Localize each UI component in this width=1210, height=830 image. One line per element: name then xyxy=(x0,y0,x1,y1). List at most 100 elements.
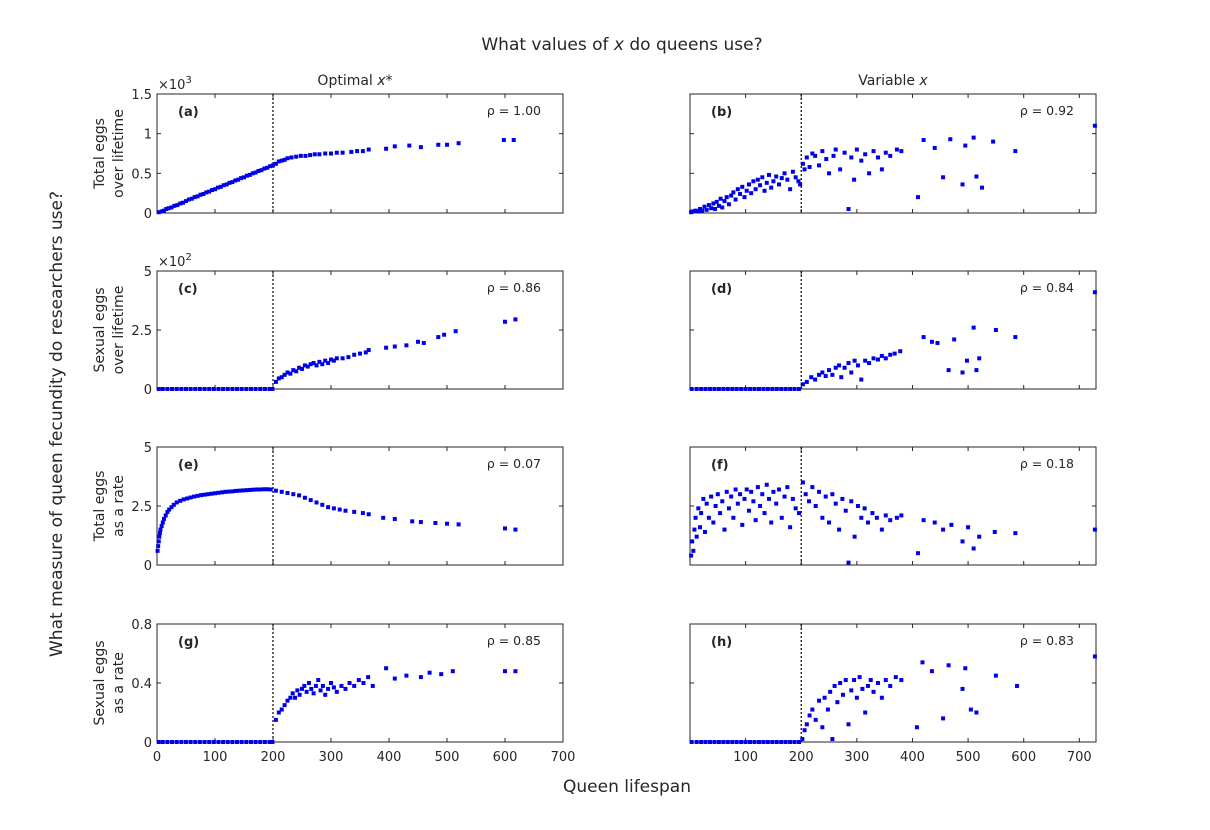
title-prefix: What values of xyxy=(481,35,614,55)
data-point xyxy=(698,525,703,530)
data-point xyxy=(404,673,409,678)
data-point xyxy=(513,669,518,674)
data-point xyxy=(711,520,716,525)
data-point xyxy=(304,689,309,694)
data-point xyxy=(833,365,838,370)
data-point xyxy=(932,145,937,150)
data-point xyxy=(817,698,822,703)
data-point xyxy=(157,531,162,536)
data-point xyxy=(898,349,903,354)
rho-label: ρ = 0.86 xyxy=(487,280,541,295)
data-point xyxy=(960,686,965,691)
data-point xyxy=(817,372,822,377)
data-point xyxy=(699,511,704,516)
data-point xyxy=(855,504,860,508)
data-point xyxy=(267,740,272,744)
data-point xyxy=(963,143,968,148)
panel-label: (c) xyxy=(178,282,198,297)
data-point xyxy=(305,364,310,369)
data-point xyxy=(302,363,307,368)
data-point xyxy=(804,155,809,160)
data-point xyxy=(960,539,965,544)
data-point xyxy=(817,163,822,168)
data-point xyxy=(883,513,888,518)
data-point xyxy=(948,137,953,142)
data-point xyxy=(511,138,516,143)
data-point xyxy=(846,560,851,565)
data-point xyxy=(722,527,727,532)
data-point xyxy=(865,683,870,688)
data-point xyxy=(946,663,951,668)
data-point xyxy=(830,492,835,497)
data-point xyxy=(751,499,756,504)
data-point xyxy=(774,501,779,506)
data-point xyxy=(753,187,758,192)
data-point xyxy=(724,489,729,494)
data-point xyxy=(854,695,859,700)
data-point xyxy=(169,205,174,210)
data-point xyxy=(300,686,304,691)
data-point xyxy=(276,376,281,381)
column-right-prefix: Variable xyxy=(858,73,919,89)
data-point xyxy=(198,192,203,197)
data-point xyxy=(439,672,444,677)
data-point xyxy=(874,515,879,520)
data-point xyxy=(971,546,976,551)
data-point xyxy=(711,201,716,206)
data-point xyxy=(210,187,215,192)
data-point xyxy=(731,515,736,520)
data-point xyxy=(941,527,946,532)
data-point xyxy=(867,361,872,366)
data-point xyxy=(213,491,217,496)
data-point xyxy=(888,518,893,523)
data-point xyxy=(201,191,206,196)
data-point xyxy=(326,505,331,510)
data-point xyxy=(883,150,888,155)
data-point xyxy=(797,511,802,516)
data-point xyxy=(796,179,801,184)
axes-frame xyxy=(156,446,564,566)
data-point xyxy=(870,511,875,516)
data-point xyxy=(216,740,221,744)
data-point xyxy=(704,207,709,212)
data-point xyxy=(748,387,753,391)
data-point xyxy=(842,365,847,370)
data-point xyxy=(285,370,290,375)
data-point xyxy=(159,209,164,214)
data-point xyxy=(339,683,344,688)
data-point xyxy=(407,143,412,148)
data-point xyxy=(219,490,224,495)
data-point xyxy=(501,138,506,143)
panel-f: (f) ρ = 0.18 xyxy=(689,446,1097,566)
data-point xyxy=(253,170,258,175)
data-point xyxy=(188,387,193,391)
data-point xyxy=(1092,654,1097,659)
data-point xyxy=(708,387,713,391)
data-point xyxy=(1015,683,1020,688)
data-point xyxy=(202,492,207,497)
data-point xyxy=(758,183,763,188)
data-point xyxy=(756,740,761,744)
data-point xyxy=(230,740,235,744)
data-point xyxy=(810,707,815,712)
data-point xyxy=(916,195,921,200)
data-point xyxy=(282,703,287,708)
data-point xyxy=(308,153,313,158)
data-point xyxy=(964,358,969,363)
data-point xyxy=(771,179,776,184)
data-point xyxy=(899,678,904,683)
data-point xyxy=(746,508,751,513)
panel-label: (g) xyxy=(178,635,199,650)
data-point xyxy=(700,208,705,213)
data-point xyxy=(340,150,345,155)
figure-title: What values of x do queens use? xyxy=(481,35,762,55)
data-point xyxy=(261,487,266,492)
data-point xyxy=(879,167,884,172)
data-point xyxy=(776,487,781,492)
data-point xyxy=(320,362,325,367)
data-point xyxy=(960,182,965,187)
data-point xyxy=(285,156,290,161)
data-point xyxy=(694,740,699,744)
ytick-label: 0 xyxy=(144,559,152,574)
